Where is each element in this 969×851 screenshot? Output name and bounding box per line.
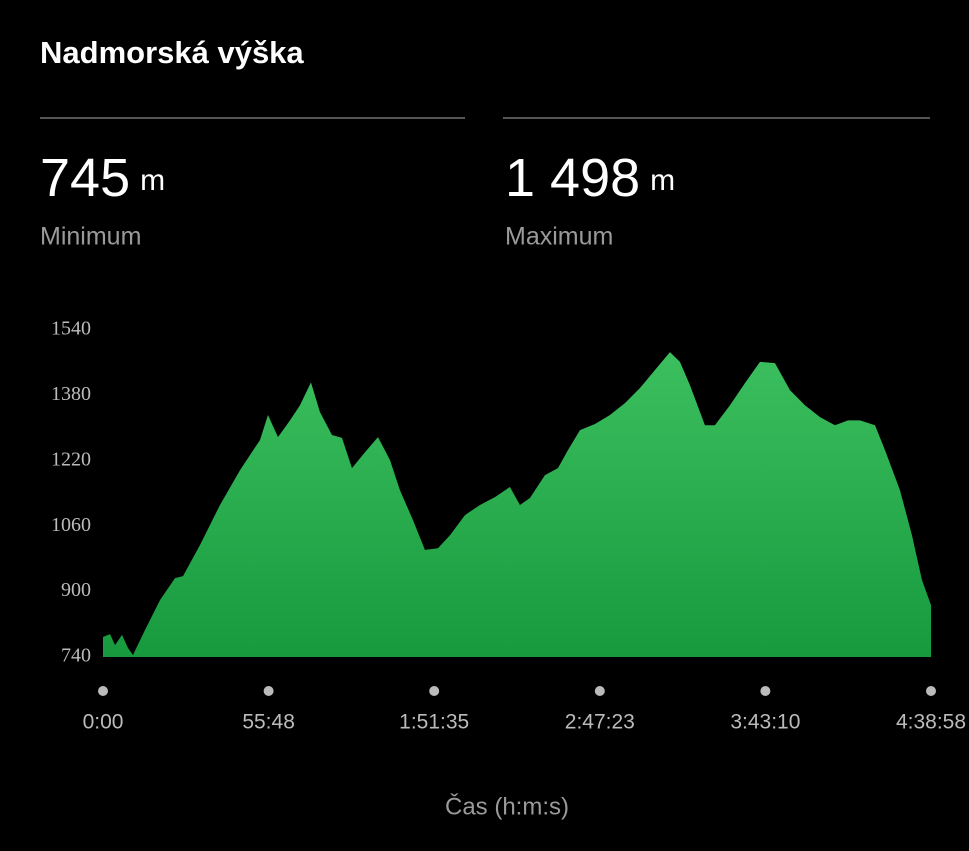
x-axis-title: Čas (h:m:s)	[445, 792, 569, 820]
y-tick-label: 900	[61, 579, 91, 601]
y-tick-label: 1060	[51, 514, 91, 536]
x-tick-label: 55:48	[242, 711, 295, 734]
x-tick-label: 2:47:23	[565, 711, 635, 734]
x-tick-dot	[263, 686, 274, 696]
x-tick-dot	[98, 686, 108, 696]
x-tick-dot	[926, 686, 936, 696]
stat-label: Maximum	[505, 223, 613, 251]
x-tick-label: 0:00	[83, 711, 124, 734]
title: Nadmorská výška	[40, 35, 304, 70]
stat-unit: m	[650, 164, 675, 197]
stat-label: Minimum	[40, 223, 141, 251]
stat-value: 1 498 m	[505, 148, 675, 208]
x-tick-label: 3:43:10	[730, 711, 800, 734]
stat-unit: m	[140, 164, 165, 197]
x-tick-label: 1:51:35	[399, 711, 469, 734]
elevation-area	[103, 352, 931, 657]
y-tick-label: 1220	[51, 448, 91, 470]
y-tick-label: 1380	[51, 383, 91, 405]
stat-number: 745	[40, 148, 130, 208]
x-tick-label: 4:38:58	[896, 711, 966, 734]
stat-number: 1 498	[505, 148, 640, 208]
stat-value: 745 m	[40, 148, 165, 208]
x-tick-dot	[594, 686, 605, 696]
y-tick-label: 740	[61, 645, 91, 667]
x-tick-dot	[760, 686, 771, 696]
x-tick-dot	[429, 686, 440, 696]
y-tick-label: 1540	[51, 318, 91, 340]
